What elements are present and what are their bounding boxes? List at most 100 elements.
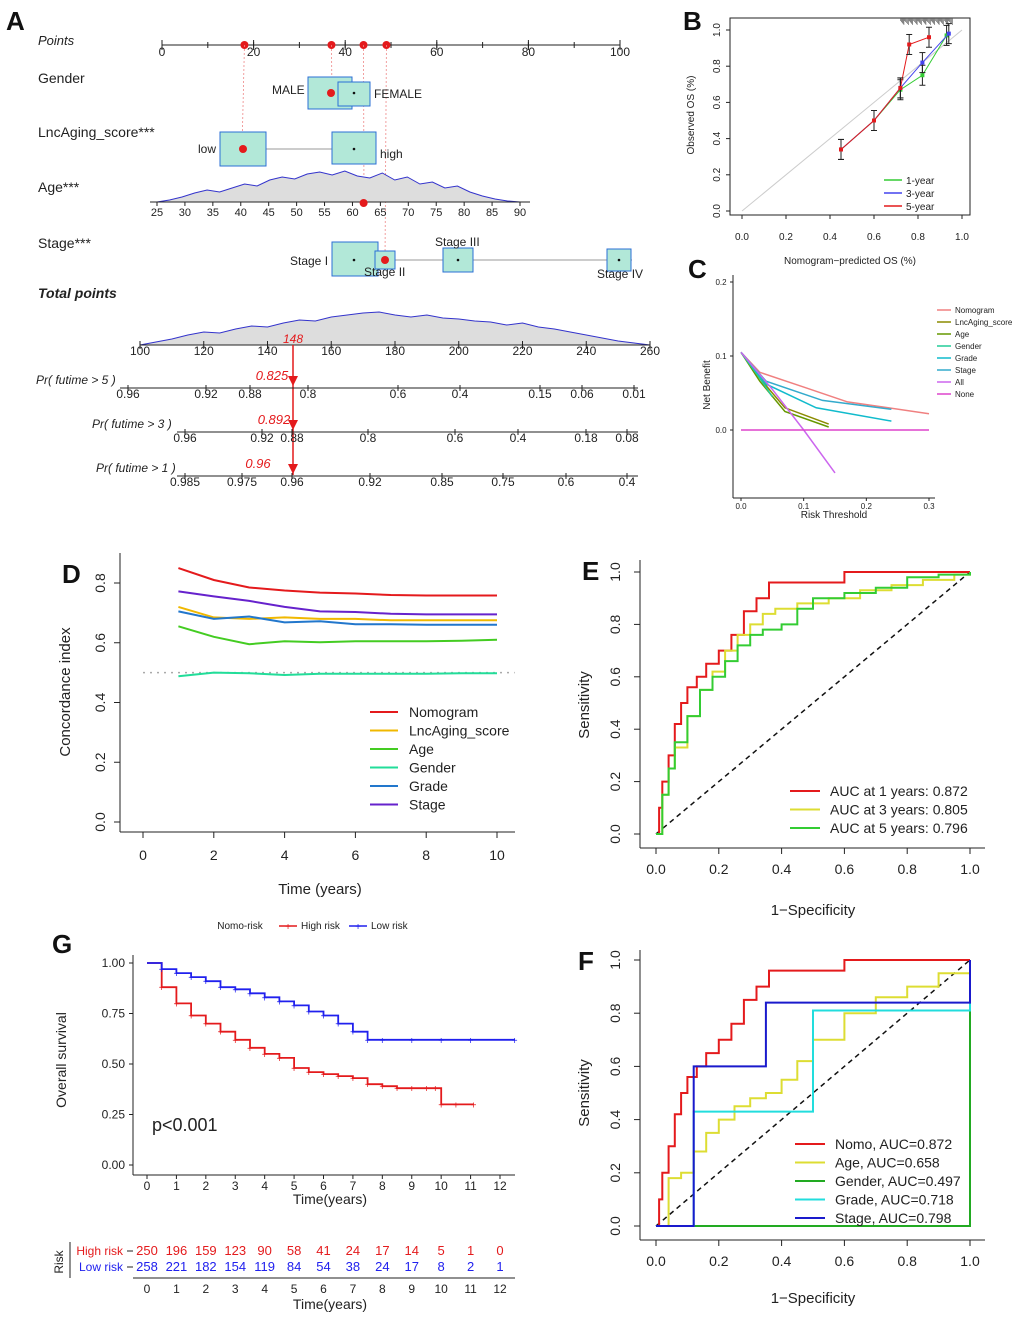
pr-tick-label: 0.975 [227, 475, 257, 489]
risk-count: 258 [136, 1259, 158, 1274]
roc-f-x-tick-label: 0.8 [897, 1253, 917, 1269]
dca-legend-label: LncAging_score [955, 318, 1013, 327]
lncaging-dot [352, 147, 356, 151]
calib-ylabel: Observed OS (%) [686, 76, 697, 155]
stage-label-3: Stage III [435, 235, 480, 249]
km-x-tick-label: 3 [232, 1179, 239, 1193]
km-censor-mark: + [379, 1082, 385, 1093]
pr-row-label: Pr( futime > 3 ) [92, 417, 172, 431]
age-tick-label: 30 [179, 207, 191, 219]
km-censor-mark: + [471, 1100, 477, 1111]
risk-x-tick-label: 10 [434, 1282, 448, 1296]
roc-f-legend-label: Nomo, AUC=0.872 [835, 1136, 952, 1152]
pr-tick-label: 0.96 [280, 475, 304, 489]
calib-point [872, 118, 876, 123]
age-tick-label: 80 [458, 207, 470, 219]
km-censor-mark: + [203, 977, 209, 988]
risk-x-tick-label: 0 [144, 1282, 151, 1296]
row-label-points: Points [38, 33, 75, 48]
risk-count: 2 [467, 1259, 474, 1274]
age-tick-label: 50 [290, 207, 302, 219]
pr-row-label: Pr( futime > 5 ) [36, 373, 116, 387]
km-censor-mark: + [262, 1050, 268, 1061]
roc-e-x-tick-label: 0.6 [835, 861, 855, 877]
km-censor-mark: + [159, 965, 165, 976]
total-tick-label: 140 [257, 344, 277, 358]
roc-f-x-tick-label: 0.0 [646, 1253, 666, 1269]
calib-y-tick-label: 0.4 [712, 131, 723, 145]
km-censor-mark: + [173, 999, 179, 1010]
roc-e-y-tick-label: 0.8 [607, 614, 623, 634]
km-legend-label: Low risk [371, 921, 409, 932]
km-censor-mark: + [276, 997, 282, 1008]
km-curve [147, 962, 474, 1106]
cindex-series-line [178, 590, 497, 616]
risk-x-tick-label: 3 [232, 1282, 239, 1296]
km-censor-mark: + [379, 1036, 385, 1047]
cindex-y-tick-label: 0.2 [92, 752, 108, 772]
age-tick-label: 75 [430, 207, 442, 219]
panel-letter-b: B [683, 6, 702, 36]
points-tick-label: 60 [430, 45, 444, 59]
guide-dotted [241, 44, 245, 151]
age-density-fill [157, 171, 520, 202]
risk-row-label: Low risk [79, 1260, 124, 1274]
pr-tick-label: 0.06 [570, 387, 594, 401]
km-censor-mark: + [394, 1084, 400, 1095]
roc-f-diagonal [655, 959, 971, 1227]
km-x-tick-label: 11 [464, 1179, 477, 1193]
risk-count: 24 [375, 1259, 389, 1274]
roc-f-series-line [656, 960, 971, 1227]
km-censor-mark: + [468, 1036, 474, 1047]
cindex-ylabel: Concordance index [57, 627, 74, 757]
km-censor-mark: + [218, 983, 224, 994]
risk-count: 196 [166, 1243, 188, 1258]
panel-letter-f: F [578, 946, 594, 976]
calib-x-tick-label: 0.6 [867, 232, 881, 243]
risk-count: 84 [287, 1259, 301, 1274]
roc-e-x-tick-label: 0.0 [646, 861, 666, 877]
roc-f-series-line [656, 960, 971, 1227]
km-censor-mark: + [350, 1028, 356, 1039]
km-x-tick-label: 4 [261, 1179, 268, 1193]
dca-legend-label: Age [955, 330, 970, 339]
roc-e-legend-label: AUC at 5 years: 0.796 [830, 820, 968, 836]
roc-f-xlabel: 1−Specificity [771, 1290, 856, 1307]
points-tick-label: 80 [522, 45, 536, 59]
lncaging-marker [239, 145, 247, 153]
risk-count: 182 [195, 1259, 217, 1274]
age-tick-label: 70 [402, 207, 414, 219]
calib-point [898, 85, 903, 90]
age-tick-label: 65 [374, 207, 386, 219]
cindex-legend-label: Nomogram [409, 704, 478, 720]
km-legend-plus: + [355, 922, 361, 933]
pr-tick-label: 0.985 [170, 475, 200, 489]
panel-letter-c: C [688, 254, 707, 284]
roc-e-x-tick-label: 0.8 [897, 861, 917, 877]
cindex-x-tick-label: 4 [281, 847, 289, 863]
km-x-tick-label: 2 [202, 1179, 209, 1193]
pr-arrow-head [288, 420, 298, 430]
cindex-y-tick-label: 0.6 [92, 633, 108, 653]
risk-count: 24 [346, 1243, 360, 1258]
km-x-tick-label: 6 [320, 1179, 327, 1193]
calib-y-tick-label: 0.8 [712, 59, 723, 73]
roc-f-legend-label: Gender, AUC=0.497 [835, 1173, 961, 1189]
dca-legend-label: All [955, 378, 964, 387]
total-tick-label: 100 [130, 344, 150, 358]
km-pvalue: p<0.001 [152, 1115, 218, 1135]
stage-label-2: Stage II [364, 265, 405, 279]
panel-letter-g: G [52, 929, 72, 959]
dca-x-tick-label: 0.0 [735, 502, 747, 511]
stage-marker [381, 256, 389, 264]
km-censor-mark: + [321, 1012, 327, 1023]
dca-series-line [740, 351, 836, 474]
cindex-x-tick-label: 10 [489, 847, 505, 863]
risk-x-tick-label: 2 [202, 1282, 209, 1296]
km-censor-mark: + [291, 1001, 297, 1012]
calib-legend-label: 5-year [906, 202, 935, 213]
km-censor-mark: + [247, 1044, 253, 1055]
pr-tick-label: 0.08 [615, 431, 639, 445]
roc-f-legend-label: Age, AUC=0.658 [835, 1155, 940, 1171]
km-censor-mark: + [291, 1064, 297, 1075]
